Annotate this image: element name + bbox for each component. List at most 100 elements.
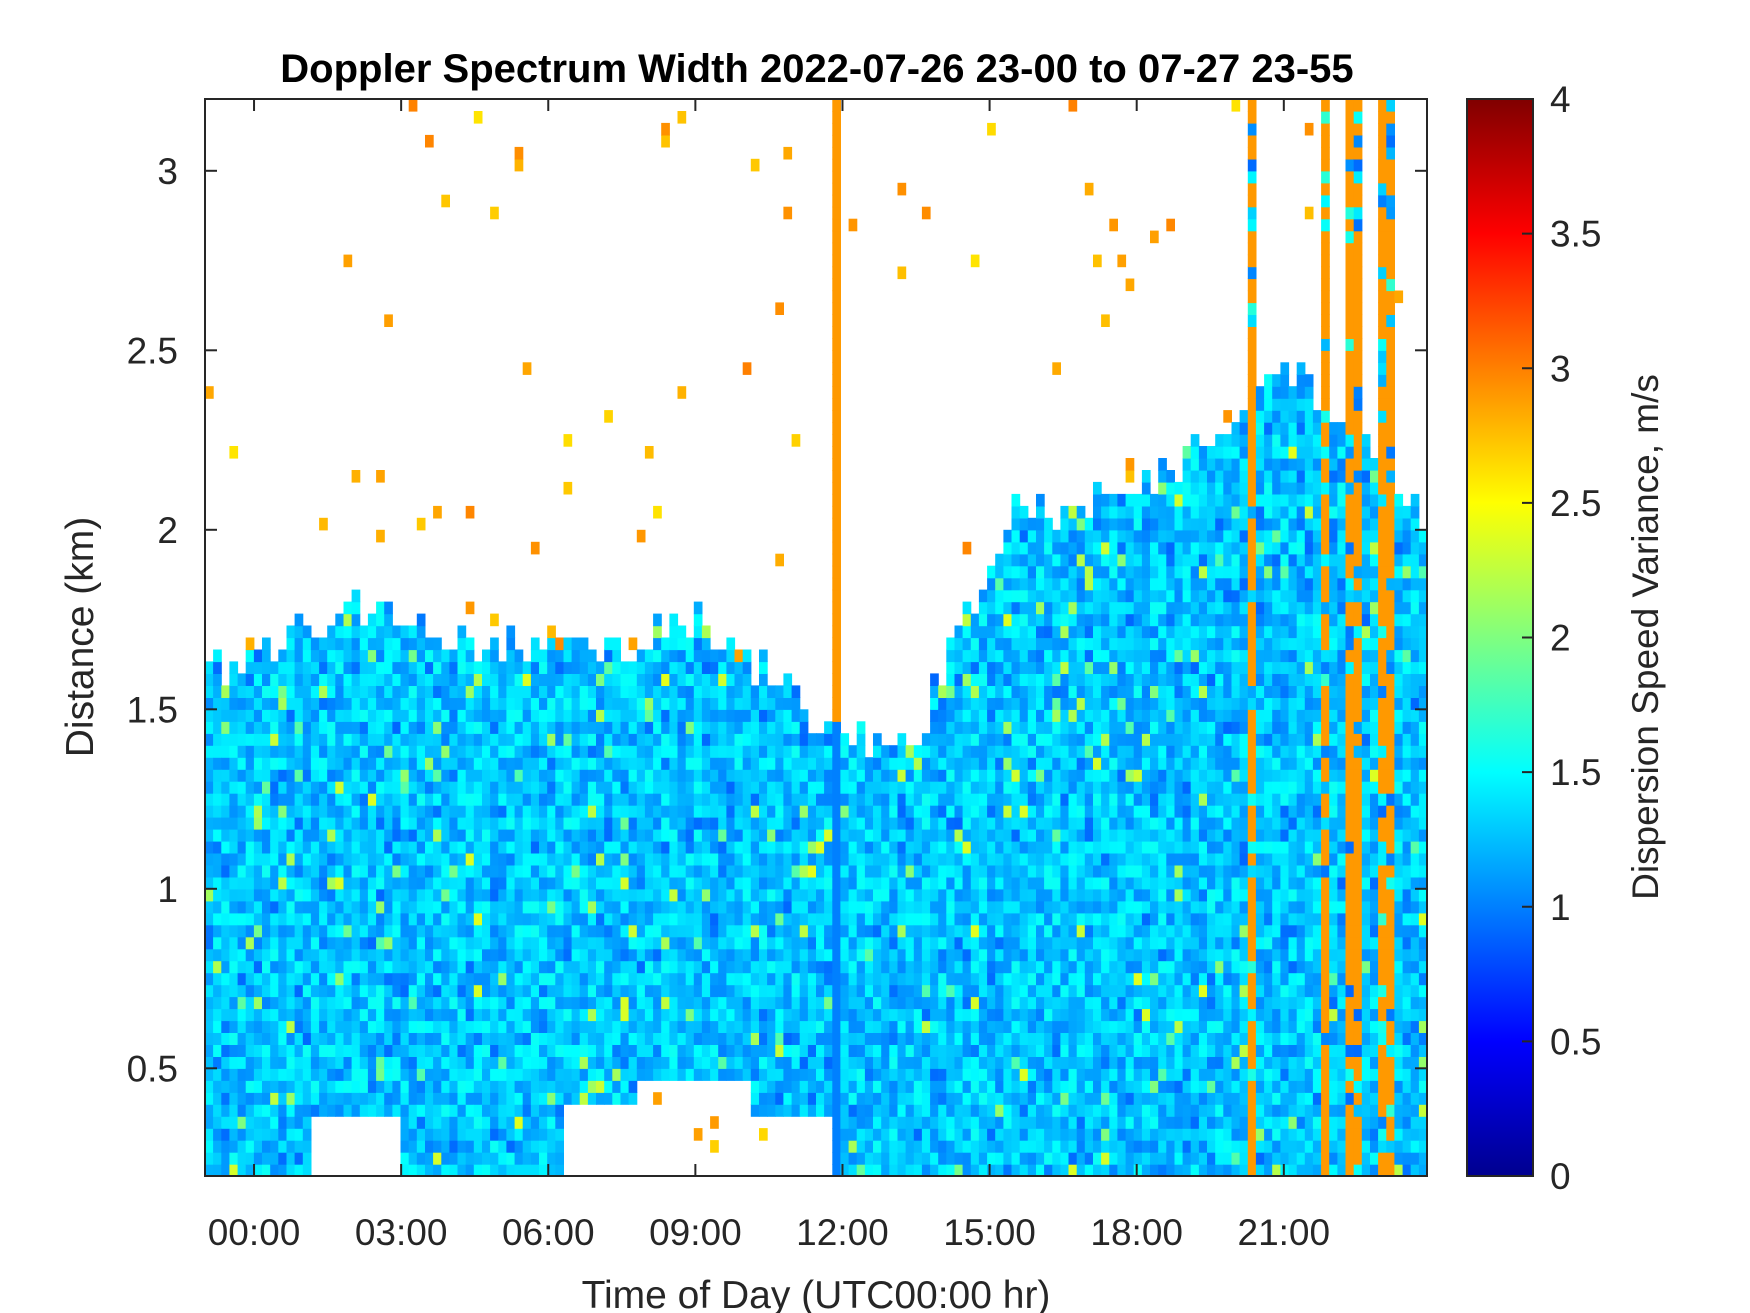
heatmap-cell	[473, 1032, 483, 1045]
heatmap-cell	[237, 733, 247, 746]
heatmap-cell	[530, 1128, 540, 1141]
heatmap-cell	[710, 817, 719, 830]
heatmap-cell	[750, 721, 760, 734]
heatmap-cell	[425, 900, 434, 914]
heatmap-cell	[490, 840, 499, 854]
heatmap-cell	[710, 781, 719, 794]
heatmap-cell	[1117, 601, 1127, 615]
heatmap-cell	[840, 984, 850, 998]
heatmap-cell	[449, 888, 459, 902]
heatmap-cell	[824, 864, 833, 878]
heatmap-cell	[1068, 1140, 1078, 1153]
heatmap-cell	[1084, 757, 1094, 770]
heatmap-cell	[856, 805, 866, 818]
heatmap-cell	[286, 721, 296, 734]
heatmap-cell	[335, 1008, 344, 1022]
heatmap-cell	[807, 793, 817, 806]
heatmap-cell	[767, 1008, 776, 1022]
heatmap-cell	[726, 936, 736, 950]
heatmap-cell	[701, 637, 711, 651]
heatmap-cell	[1068, 924, 1078, 938]
heatmap-cell	[946, 1104, 955, 1117]
heatmap-cell	[848, 840, 858, 854]
heatmap-cell	[490, 876, 499, 890]
heatmap-cell	[294, 613, 304, 627]
heatmap-cell	[1019, 1032, 1029, 1045]
heatmap-cell	[327, 793, 336, 806]
heatmap-cell	[498, 1020, 507, 1033]
heatmap-cell	[734, 649, 744, 663]
heatmap-cell	[921, 1116, 931, 1129]
heatmap-cell	[669, 829, 679, 842]
heatmap-cell	[685, 673, 695, 686]
heatmap-cell	[596, 697, 605, 710]
heatmap-cell	[237, 840, 247, 854]
heatmap-cell	[1060, 817, 1070, 830]
heatmap-cell	[441, 661, 450, 674]
heatmap-cell	[864, 924, 874, 938]
heatmap-cell	[987, 685, 996, 698]
heatmap-cell	[962, 1008, 972, 1022]
heatmap-cell	[604, 410, 613, 423]
heatmap-cell	[978, 996, 988, 1010]
heatmap-cell	[1093, 1116, 1102, 1129]
heatmap-cell	[335, 840, 344, 854]
heatmap-cell	[897, 984, 907, 998]
heatmap-cell	[824, 888, 833, 902]
heatmap-cell	[465, 697, 475, 710]
heatmap-cell	[718, 733, 727, 746]
heatmap-cell	[441, 793, 450, 806]
heatmap-cell	[995, 864, 1004, 878]
heatmap-cell	[286, 829, 296, 842]
heatmap-cell	[253, 1080, 263, 1093]
heatmap-cell	[962, 673, 972, 686]
heatmap-cell	[685, 697, 695, 710]
heatmap-cell	[416, 840, 426, 854]
heatmap-cell	[897, 1128, 907, 1141]
heatmap-cell	[205, 386, 214, 399]
heatmap-cell	[970, 781, 980, 794]
heatmap-cell	[921, 805, 931, 818]
heatmap-cell	[213, 1020, 222, 1033]
heatmap-cell	[734, 1032, 744, 1045]
heatmap-cell	[1093, 1008, 1102, 1022]
heatmap-cell	[970, 972, 980, 986]
heatmap-cell	[938, 924, 947, 938]
heatmap-cell	[408, 1080, 418, 1093]
heatmap-cell	[1044, 840, 1053, 854]
heatmap-cell	[816, 1008, 825, 1022]
heatmap-cell	[253, 1164, 263, 1177]
heatmap-cell	[636, 709, 646, 722]
heatmap-cell	[473, 900, 483, 914]
heatmap-cell	[807, 769, 817, 782]
heatmap-cell	[881, 984, 890, 998]
heatmap-cell	[1044, 721, 1053, 734]
heatmap-cell	[286, 1008, 296, 1022]
heatmap-cell	[351, 1044, 361, 1057]
heatmap-cell	[905, 757, 915, 770]
heatmap-cell	[473, 912, 483, 926]
heatmap-cell	[620, 984, 630, 998]
heatmap-cell	[539, 936, 548, 950]
heatmap-cell	[693, 733, 703, 746]
heatmap-cell	[571, 781, 581, 794]
heatmap-cell	[913, 960, 923, 974]
heatmap-cell	[245, 1164, 255, 1177]
heatmap-cell	[685, 1068, 695, 1081]
heatmap-cell	[400, 805, 410, 818]
heatmap-cell	[1068, 805, 1078, 818]
heatmap-cell	[1060, 613, 1070, 627]
heatmap-cell	[384, 936, 393, 950]
heatmap-cell	[636, 745, 646, 758]
heatmap-cell	[775, 1056, 784, 1069]
heatmap-cell	[693, 1020, 703, 1033]
heatmap-cell	[1052, 1092, 1061, 1105]
heatmap-cell	[1109, 589, 1118, 603]
heatmap-cell	[677, 637, 687, 651]
heatmap-cell	[669, 1068, 679, 1081]
heatmap-cell	[506, 888, 516, 902]
heatmap-cell	[978, 1044, 988, 1057]
heatmap-cell	[351, 996, 361, 1010]
heatmap-cell	[661, 709, 670, 722]
heatmap-cell	[1084, 182, 1094, 196]
